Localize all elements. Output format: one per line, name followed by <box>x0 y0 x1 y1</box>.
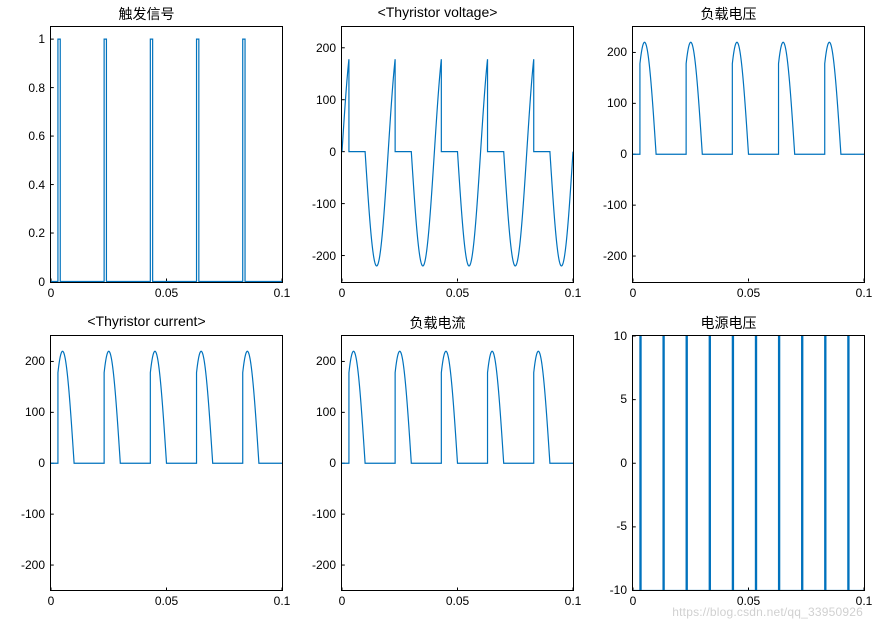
y-tick-label: 0 <box>620 147 633 161</box>
y-tick-label: 10 <box>614 329 633 343</box>
panel-title: <Thyristor current> <box>4 313 289 329</box>
panel-thyristor-current: <Thyristor current> -200-100010020000.05… <box>4 313 289 616</box>
x-tick-label: 0.05 <box>737 282 760 300</box>
plot-svg <box>633 27 864 282</box>
x-tick-label: 0.05 <box>446 590 469 608</box>
chart-grid: 触发信号 00.20.40.60.8100.050.1 <Thyristor v… <box>0 0 875 619</box>
series-line <box>633 336 864 591</box>
y-tick-label: 100 <box>607 96 633 110</box>
y-tick-label: 0.6 <box>28 129 51 143</box>
series-line <box>342 351 573 463</box>
plot-area-trigger: 00.20.40.60.8100.050.1 <box>50 26 283 283</box>
x-tick-label: 0 <box>630 590 637 608</box>
y-tick-label: 0.2 <box>28 226 51 240</box>
x-tick-label: 0.1 <box>274 590 291 608</box>
panel-title: 负载电流 <box>295 313 580 333</box>
x-tick-label: 0.05 <box>155 282 178 300</box>
plot-area-thyristor-voltage: -200-100010020000.050.1 <box>341 26 574 283</box>
y-tick-label: 100 <box>316 93 342 107</box>
x-tick-label: 0 <box>48 590 55 608</box>
y-tick-label: 5 <box>620 392 633 406</box>
panel-title: 负载电压 <box>586 4 871 24</box>
y-tick-label: 0 <box>329 456 342 470</box>
y-tick-label: 0 <box>620 456 633 470</box>
x-tick-label: 0.1 <box>565 282 582 300</box>
y-tick-label: -100 <box>312 507 342 521</box>
y-tick-label: 200 <box>607 45 633 59</box>
y-tick-label: -100 <box>21 507 51 521</box>
series-line <box>51 39 282 281</box>
y-tick-label: 1 <box>38 32 51 46</box>
x-tick-label: 0 <box>630 282 637 300</box>
y-tick-label: 100 <box>25 405 51 419</box>
y-tick-label: -5 <box>616 519 633 533</box>
panel-source-voltage: 电源电压 -10-5051000.050.1 <box>586 313 871 616</box>
y-tick-label: -200 <box>21 558 51 572</box>
x-tick-label: 0 <box>48 282 55 300</box>
y-tick-label: -100 <box>603 198 633 212</box>
x-tick-label: 0.05 <box>446 282 469 300</box>
plot-area-source-voltage: -10-5051000.050.1 <box>632 335 865 592</box>
panel-title: 触发信号 <box>4 4 289 24</box>
y-tick-label: 0 <box>38 456 51 470</box>
x-tick-label: 0 <box>339 282 346 300</box>
x-tick-label: 0.05 <box>155 590 178 608</box>
watermark-text: https://blog.csdn.net/qq_33950926 <box>672 605 863 619</box>
plot-area-thyristor-current: -200-100010020000.050.1 <box>50 335 283 592</box>
y-tick-label: 0.4 <box>28 178 51 192</box>
panel-thyristor-voltage: <Thyristor voltage> -200-100010020000.05… <box>295 4 580 307</box>
plot-area-load-voltage: -200-100010020000.050.1 <box>632 26 865 283</box>
y-tick-label: 200 <box>316 354 342 368</box>
x-tick-label: 0.1 <box>856 282 873 300</box>
x-tick-label: 0.1 <box>274 282 291 300</box>
plot-svg <box>342 336 573 591</box>
x-tick-label: 0 <box>339 590 346 608</box>
x-tick-label: 0.1 <box>565 590 582 608</box>
series-line <box>342 59 573 266</box>
y-tick-label: 200 <box>25 354 51 368</box>
y-tick-label: -200 <box>603 249 633 263</box>
plot-svg <box>51 336 282 591</box>
plot-svg <box>342 27 573 282</box>
y-tick-label: 0.8 <box>28 81 51 95</box>
plot-area-load-current: -200-100010020000.050.1 <box>341 335 574 592</box>
y-tick-label: 100 <box>316 405 342 419</box>
y-tick-label: -100 <box>312 197 342 211</box>
series-line <box>633 42 864 154</box>
plot-svg <box>51 27 282 282</box>
y-tick-label: -200 <box>312 558 342 572</box>
y-tick-label: 0 <box>329 145 342 159</box>
series-line <box>51 351 282 463</box>
panel-title: <Thyristor voltage> <box>295 4 580 20</box>
panel-trigger: 触发信号 00.20.40.60.8100.050.1 <box>4 4 289 307</box>
plot-svg <box>633 336 864 591</box>
y-tick-label: -200 <box>312 249 342 263</box>
y-tick-label: 200 <box>316 41 342 55</box>
panel-load-current: 负载电流 -200-100010020000.050.1 <box>295 313 580 616</box>
panel-load-voltage: 负载电压 -200-100010020000.050.1 <box>586 4 871 307</box>
